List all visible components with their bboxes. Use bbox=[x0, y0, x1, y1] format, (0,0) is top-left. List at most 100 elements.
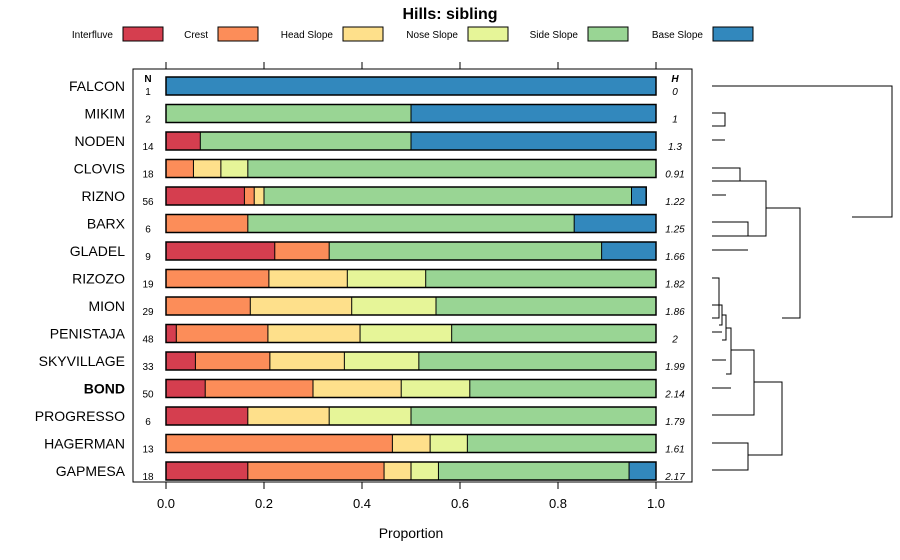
plot-frame bbox=[132, 68, 693, 483]
row-label: SKYVILLAGE bbox=[39, 353, 125, 369]
bar-segment-head-slope bbox=[247, 407, 330, 425]
bar-outline bbox=[165, 378, 657, 399]
row-label: RIZNO bbox=[81, 188, 125, 204]
bar-segment-base-slope bbox=[631, 187, 647, 205]
row-label: MION bbox=[88, 298, 125, 314]
n-header: N bbox=[144, 74, 151, 85]
row-n-value: 56 bbox=[142, 197, 154, 208]
bar-segment-side-slope bbox=[264, 187, 632, 205]
row-n-value: 48 bbox=[142, 335, 154, 346]
bar-segment-interfluve bbox=[166, 462, 248, 480]
dendrogram bbox=[712, 85, 893, 471]
row-h-value: 1.86 bbox=[665, 307, 685, 318]
x-axis-title: Proportion bbox=[379, 525, 444, 541]
bar-segment-head-slope bbox=[193, 159, 221, 178]
bar-segment-base-slope bbox=[166, 77, 656, 95]
row-bond: BOND 50 2.14 bbox=[84, 378, 685, 401]
bar-segment-side-slope bbox=[411, 407, 656, 425]
bar-segment-head-slope bbox=[392, 434, 431, 453]
bar-segment-base-slope bbox=[601, 242, 656, 260]
bar-segment-crest bbox=[176, 324, 268, 343]
row-label: PROGRESSO bbox=[35, 408, 125, 424]
row-h-value: 1 bbox=[672, 115, 678, 126]
bar-segment-side-slope bbox=[425, 269, 656, 288]
row-h-value: 1.82 bbox=[665, 280, 685, 291]
bar-segment-crest bbox=[166, 297, 251, 315]
bar-segment-nose-slope bbox=[220, 159, 248, 178]
row-n-value: 2 bbox=[145, 115, 151, 126]
h-header: H bbox=[671, 74, 679, 85]
row-rizozo: RIZOZO 19 1.82 bbox=[72, 268, 685, 291]
bar-outline bbox=[165, 433, 657, 454]
bar-segment-side-slope bbox=[247, 159, 656, 178]
bar-segment-nose-slope bbox=[430, 434, 468, 453]
row-barx: BARX 6 1.25 bbox=[87, 213, 685, 236]
row-n-value: 29 bbox=[142, 307, 154, 318]
row-label: BARX bbox=[87, 216, 126, 232]
row-progresso: PROGRESSO 6 1.79 bbox=[35, 406, 685, 428]
bar-outline bbox=[165, 158, 657, 179]
legend: Interfluve Crest Head Slope Nose Slope Side … bbox=[72, 26, 754, 42]
bar-segment-side-slope bbox=[166, 104, 411, 123]
bar-segment-nose-slope bbox=[347, 269, 426, 288]
bar-segment-crest bbox=[166, 269, 269, 288]
bar-segment-head-slope bbox=[267, 324, 361, 343]
row-label: PENISTAJA bbox=[50, 326, 126, 342]
bar-segment-side-slope bbox=[418, 352, 656, 370]
row-n-value: 6 bbox=[145, 417, 151, 428]
bar-outline bbox=[165, 351, 657, 371]
bar-segment-side-slope bbox=[200, 132, 411, 150]
bar-segment-side-slope bbox=[435, 297, 656, 315]
x-tick-label: 0.0 bbox=[157, 496, 175, 511]
dendrogram-branch bbox=[740, 180, 767, 237]
bar-segment-crest bbox=[205, 379, 313, 398]
legend-label-side-slope: Side Slope bbox=[530, 30, 579, 41]
bar-segment-crest bbox=[166, 159, 194, 178]
bar-segment-nose-slope bbox=[351, 297, 436, 315]
dendrogram-branch bbox=[748, 381, 783, 456]
bar-segment-interfluve bbox=[166, 242, 275, 260]
dendrogram-branch bbox=[712, 277, 720, 319]
dendrogram-branch bbox=[726, 327, 732, 375]
row-h-value: 2 bbox=[671, 335, 678, 346]
row-mikim: MIKIM 2 1 bbox=[85, 103, 678, 126]
bar-segment-side-slope bbox=[451, 324, 656, 343]
row-h-value: 1.66 bbox=[665, 252, 685, 263]
row-h-value: 1.3 bbox=[668, 142, 682, 153]
row-label: CLOVIS bbox=[74, 161, 125, 177]
x-tick-label: 1.0 bbox=[647, 496, 665, 511]
bar-segment-base-slope bbox=[574, 214, 656, 233]
dendrogram-branch bbox=[712, 167, 741, 182]
bar-segment-head-slope bbox=[313, 379, 402, 398]
row-n-value: 19 bbox=[142, 280, 154, 291]
row-hagerman: HAGERMAN 13 1.61 bbox=[44, 433, 685, 456]
x-tick-label: 0.8 bbox=[549, 496, 567, 511]
row-label: BOND bbox=[84, 381, 125, 397]
bar-segment-base-slope bbox=[411, 132, 656, 150]
bar-segment-side-slope bbox=[329, 242, 602, 260]
bar-outline bbox=[165, 76, 657, 96]
row-n-value: 18 bbox=[142, 170, 154, 181]
bar-segment-nose-slope bbox=[344, 352, 419, 370]
row-n-value: 13 bbox=[142, 445, 154, 456]
row-clovis: CLOVIS 18 0.91 bbox=[74, 158, 685, 181]
bar-segment-nose-slope bbox=[360, 324, 452, 343]
legend-label-nose-slope: Nose Slope bbox=[406, 30, 458, 41]
top-axis-ticks bbox=[165, 62, 657, 69]
legend-label-base-slope: Base Slope bbox=[652, 30, 704, 41]
row-h-value: 1.22 bbox=[665, 197, 685, 208]
bar-segment-base-slope bbox=[629, 462, 656, 480]
bar-segment-head-slope bbox=[254, 187, 264, 205]
row-h-value: 2.14 bbox=[664, 390, 685, 401]
bar-segment-side-slope bbox=[469, 379, 656, 398]
row-noden: NODEN 14 1.3 bbox=[74, 131, 682, 153]
bar-segment-crest bbox=[247, 462, 385, 480]
bar-segment-crest bbox=[274, 242, 330, 260]
bar-segment-crest bbox=[166, 214, 248, 233]
dendrogram-branch bbox=[712, 221, 749, 237]
row-label: GAPMESA bbox=[56, 463, 126, 479]
dendrogram-branch bbox=[712, 85, 893, 218]
bar-segment-nose-slope bbox=[329, 407, 411, 425]
dendrogram-branch bbox=[712, 304, 723, 326]
